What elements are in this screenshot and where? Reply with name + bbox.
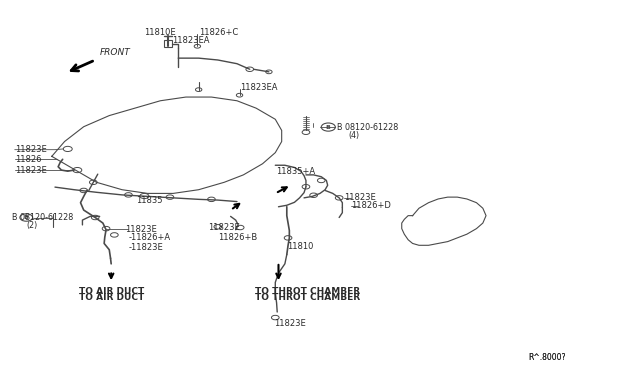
Text: -11823E: -11823E <box>129 243 163 251</box>
Text: 11835+A: 11835+A <box>276 167 316 176</box>
Text: 11826+C: 11826+C <box>198 28 238 37</box>
Text: 11810E: 11810E <box>145 28 176 37</box>
Text: TO AIR DUCT: TO AIR DUCT <box>79 294 144 302</box>
Text: 11823E: 11823E <box>274 319 306 328</box>
Text: (4): (4) <box>349 131 360 140</box>
Text: 11835: 11835 <box>136 196 163 205</box>
Text: 11823EA: 11823EA <box>240 83 278 92</box>
Text: -11826+A: -11826+A <box>129 233 170 243</box>
Text: 11823EA: 11823EA <box>172 36 209 45</box>
Text: 11826+B: 11826+B <box>218 232 257 242</box>
Text: R^.8000?: R^.8000? <box>529 353 566 362</box>
Text: 11826: 11826 <box>15 155 41 164</box>
Text: B: B <box>326 125 331 129</box>
Text: 11823E: 11823E <box>15 166 47 174</box>
Text: 11823E: 11823E <box>125 225 157 234</box>
Text: TO THROT CHAMBER: TO THROT CHAMBER <box>255 294 360 302</box>
Text: B: B <box>24 215 29 220</box>
Text: B 08120-61228: B 08120-61228 <box>337 123 399 132</box>
Text: B 08120-61228: B 08120-61228 <box>12 213 74 222</box>
Text: (2): (2) <box>26 221 38 230</box>
Text: 11810: 11810 <box>287 241 313 250</box>
Text: TO THROT CHAMBER: TO THROT CHAMBER <box>255 287 360 296</box>
Text: 11826+D: 11826+D <box>351 201 391 210</box>
Text: 11823E: 11823E <box>208 223 240 232</box>
Text: 11823E: 11823E <box>15 145 47 154</box>
Text: TO AIR DUCT: TO AIR DUCT <box>79 287 144 296</box>
Text: FRONT: FRONT <box>100 48 131 57</box>
Text: 11823E: 11823E <box>344 193 376 202</box>
Text: R^.8000?: R^.8000? <box>529 353 566 362</box>
